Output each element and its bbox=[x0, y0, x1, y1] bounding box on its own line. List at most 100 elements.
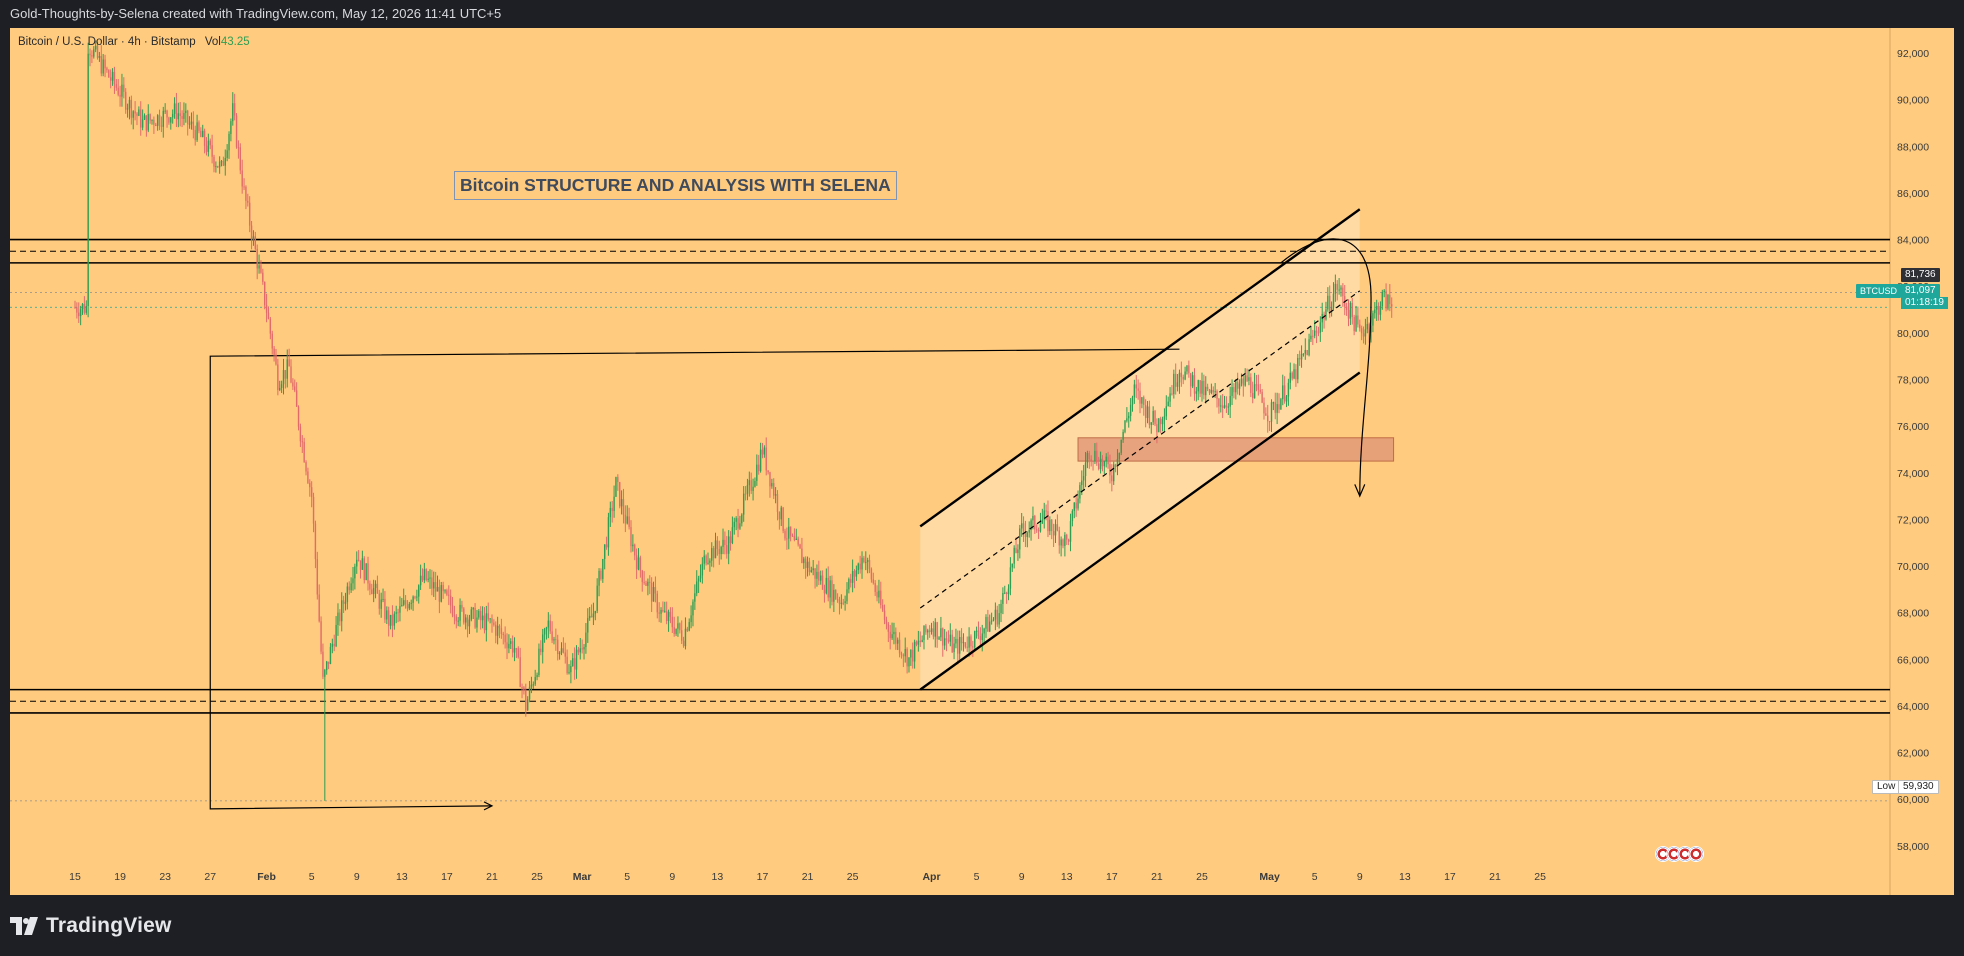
us-flag-icon[interactable] bbox=[1688, 846, 1704, 862]
candle-body bbox=[1197, 380, 1199, 392]
x-tick-label: 13 bbox=[712, 871, 724, 883]
candle-body bbox=[1054, 524, 1057, 536]
channel-midline bbox=[919, 290, 1361, 609]
candle-body bbox=[1124, 420, 1126, 432]
candle-body bbox=[472, 607, 474, 610]
bar-countdown: 01:18:19 bbox=[1901, 297, 1948, 309]
candle-body bbox=[774, 494, 777, 496]
x-tick-label: 5 bbox=[974, 871, 980, 883]
candle-body bbox=[517, 648, 519, 658]
candle-body bbox=[145, 115, 148, 131]
candle-body bbox=[543, 629, 546, 635]
candle-body bbox=[83, 303, 86, 313]
candle-body bbox=[1372, 313, 1374, 326]
candle-body bbox=[451, 605, 454, 616]
candle-body bbox=[1004, 592, 1006, 594]
candle-body bbox=[835, 589, 837, 600]
candle-body bbox=[957, 638, 959, 654]
candle-body bbox=[495, 624, 497, 636]
y-tick-label: 70,000 bbox=[1897, 561, 1929, 573]
candle-body bbox=[966, 646, 968, 648]
candle-body bbox=[269, 318, 272, 334]
candle-body bbox=[188, 123, 191, 125]
candle-body bbox=[1024, 531, 1027, 538]
candle-body bbox=[185, 110, 187, 114]
candle-body bbox=[1049, 519, 1051, 532]
candle-body bbox=[897, 639, 899, 644]
candle-body bbox=[117, 87, 119, 95]
candle-body bbox=[209, 140, 211, 146]
candle-body bbox=[1231, 387, 1233, 396]
candle-body bbox=[228, 133, 230, 151]
candle-body bbox=[1319, 322, 1322, 333]
candle-body bbox=[895, 631, 897, 644]
candle-body bbox=[393, 613, 396, 626]
symbol-legend[interactable]: Bitcoin / U.S. Dollar · 4h · Bitstamp Vo… bbox=[18, 36, 250, 48]
candle-body bbox=[1362, 333, 1365, 337]
candle-body bbox=[1002, 593, 1004, 604]
candle-body bbox=[1336, 283, 1338, 290]
candle-body bbox=[889, 631, 891, 639]
price-chart[interactable]: 92,00090,00088,00086,00084,00082,00080,0… bbox=[10, 28, 1954, 895]
candles-group bbox=[74, 40, 1393, 801]
candle-body bbox=[878, 590, 880, 598]
candle-body bbox=[1349, 302, 1352, 319]
candle-body bbox=[881, 605, 884, 611]
candle-body bbox=[1274, 402, 1276, 413]
candle-body bbox=[1374, 309, 1376, 314]
candle-body bbox=[928, 630, 931, 632]
candle-body bbox=[1315, 330, 1318, 333]
candle-body bbox=[1345, 306, 1348, 310]
candle-body bbox=[955, 638, 957, 644]
candle-body bbox=[406, 604, 409, 609]
candle-body bbox=[1079, 485, 1081, 499]
candle-body bbox=[440, 585, 442, 602]
candle-body bbox=[292, 382, 294, 387]
candle-body bbox=[958, 636, 961, 654]
candle-body bbox=[1261, 391, 1263, 403]
candle-body bbox=[312, 496, 315, 524]
candle-body bbox=[382, 598, 384, 600]
y-tick-label: 68,000 bbox=[1897, 608, 1929, 620]
x-tick-label: 13 bbox=[1061, 871, 1073, 883]
candle-body bbox=[581, 648, 583, 650]
candle-body bbox=[493, 622, 495, 625]
candle-body bbox=[433, 582, 435, 589]
candle-body bbox=[1280, 399, 1282, 410]
candle-body bbox=[404, 600, 407, 605]
candle-body bbox=[235, 115, 238, 148]
candle-body bbox=[354, 566, 356, 579]
candle-body bbox=[729, 536, 732, 544]
candle-body bbox=[286, 359, 288, 379]
candle-body bbox=[502, 633, 504, 635]
candle-body bbox=[339, 612, 341, 622]
candle-body bbox=[1128, 415, 1130, 419]
x-tick-label: 21 bbox=[1151, 871, 1163, 883]
economic-events[interactable] bbox=[1655, 846, 1704, 862]
analysis-title-box[interactable]: Bitcoin STRUCTURE AND ANALYSIS WITH SELE… bbox=[454, 171, 897, 200]
candle-body bbox=[613, 496, 615, 511]
candle-body bbox=[1364, 329, 1367, 337]
candle-body bbox=[232, 103, 234, 122]
candle-body bbox=[429, 577, 431, 579]
candle-body bbox=[1118, 452, 1121, 460]
candle-body bbox=[587, 618, 589, 633]
candle-body bbox=[609, 507, 612, 518]
candle-body bbox=[602, 559, 604, 579]
candle-body bbox=[979, 636, 982, 641]
chart-area[interactable]: 92,00090,00088,00086,00084,00082,00080,0… bbox=[10, 28, 1954, 895]
candle-body bbox=[474, 607, 476, 628]
candle-body bbox=[431, 577, 433, 589]
candle-body bbox=[1308, 339, 1310, 356]
candle-body bbox=[645, 583, 647, 586]
tradingview-logo[interactable]: TradingView bbox=[10, 913, 172, 939]
candle-body bbox=[1158, 418, 1160, 433]
candle-body bbox=[716, 540, 719, 549]
candle-body bbox=[1208, 388, 1211, 393]
candle-body bbox=[369, 583, 371, 590]
candle-body bbox=[1143, 397, 1145, 405]
candle-body bbox=[126, 108, 129, 110]
candle-body bbox=[1379, 306, 1382, 315]
candle-body bbox=[250, 225, 253, 240]
candle-body bbox=[619, 482, 621, 507]
